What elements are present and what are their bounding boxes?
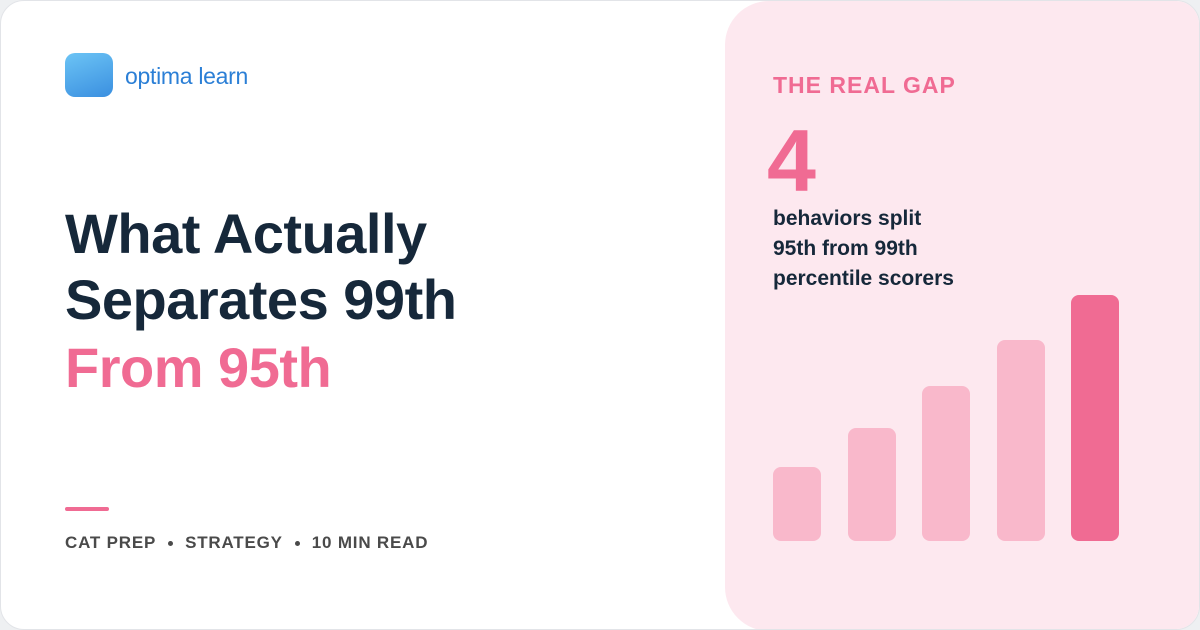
- decor-bar: [848, 428, 896, 541]
- stat-number: 4: [767, 111, 816, 210]
- logo-text: optima learn: [125, 63, 248, 89]
- separator: [294, 540, 300, 546]
- decor-bar: [922, 386, 970, 541]
- decor-bar: [997, 340, 1045, 541]
- title-line: Separates 99th: [65, 268, 457, 331]
- stat-text: behaviors split: [773, 207, 922, 230]
- kicker: THE REAL GAP: [773, 72, 956, 98]
- tags: CAT PREP STRATEGY 10 MIN READ: [65, 533, 428, 553]
- separator: [168, 540, 174, 546]
- stat-text: 95th from 99th: [773, 237, 918, 260]
- decor-bar: [773, 467, 821, 541]
- tag: STRATEGY: [185, 533, 283, 552]
- stat-text: percentile scorers: [773, 267, 954, 290]
- title-line: What Actually: [65, 202, 427, 265]
- tag: 10 MIN READ: [311, 533, 429, 552]
- title-highlight: From 95th: [65, 336, 332, 399]
- decor-bar: [1071, 295, 1119, 541]
- tag: CAT PREP: [65, 533, 157, 552]
- logo-icon: [65, 53, 113, 97]
- accent-rule: [65, 507, 109, 511]
